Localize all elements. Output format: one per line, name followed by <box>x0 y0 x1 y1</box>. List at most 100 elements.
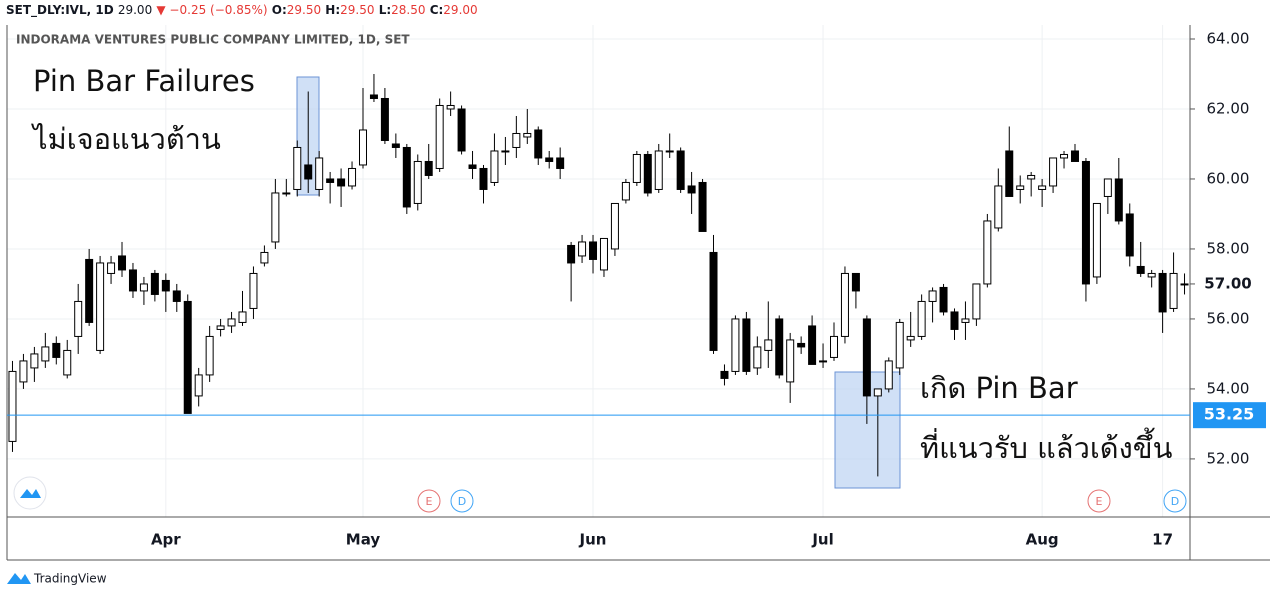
candle-body <box>118 255 127 271</box>
candle-body <box>391 143 400 148</box>
candle-body <box>1114 178 1123 222</box>
candle-body <box>983 220 992 285</box>
candle-body <box>753 346 762 369</box>
candle-body <box>709 251 718 351</box>
candle-body <box>172 290 181 302</box>
candle-body <box>632 153 641 183</box>
candle-body <box>939 286 948 313</box>
y-tick-label: 52.00 <box>1207 449 1250 467</box>
candle-body <box>96 262 105 351</box>
event-label: D <box>1171 495 1179 508</box>
candle-body <box>830 335 839 358</box>
annotation: ที่แนวรับ แล้วเด้งขึ้น <box>920 427 1173 465</box>
chart-title: INDORAMA VENTURES PUBLIC COMPANY LIMITED… <box>16 33 410 47</box>
candle-body <box>369 94 378 99</box>
footer: TradingView <box>33 572 107 586</box>
candle-body <box>358 129 367 166</box>
candle-body <box>610 202 619 250</box>
candle-body <box>194 374 203 397</box>
candle-body <box>150 272 159 295</box>
candle-body <box>107 262 116 274</box>
candle-body <box>479 167 488 190</box>
candle-body <box>928 290 937 302</box>
candle-body <box>238 311 247 323</box>
annotation: ไม่เจอแนวต้าน <box>31 122 221 156</box>
candle-body <box>578 241 587 257</box>
candle-body <box>315 157 324 190</box>
event-label: D <box>458 495 466 508</box>
y-tick-label: 54.00 <box>1207 379 1250 397</box>
candle-body <box>873 388 882 397</box>
high: 29.50 <box>340 3 374 17</box>
candle-body <box>1092 202 1101 278</box>
y-tick-label: 56.00 <box>1207 309 1250 327</box>
candle-body <box>687 185 696 194</box>
candle-body <box>917 300 926 337</box>
candle-body <box>851 272 860 292</box>
candle-body <box>41 346 50 362</box>
price-line-label-bg <box>1193 402 1266 429</box>
candle-body <box>643 153 652 194</box>
candle-body <box>271 192 280 243</box>
candle-body <box>1125 213 1134 257</box>
candle-body <box>1038 185 1047 190</box>
candle-body <box>348 167 357 187</box>
x-tick-label: Aug <box>1026 531 1059 549</box>
candle-body <box>797 342 806 348</box>
y-tick-label: 62.00 <box>1207 99 1250 117</box>
candle-body <box>906 335 915 341</box>
candle-body <box>249 272 258 309</box>
candle-body <box>435 104 444 169</box>
candle-body <box>501 150 510 153</box>
annotation: เกิด Pin Bar <box>920 371 1078 405</box>
candle-body <box>665 150 674 153</box>
candle-body <box>895 321 904 369</box>
event-marker <box>1087 489 1111 513</box>
event-marker <box>450 489 474 513</box>
candle-body <box>589 241 598 260</box>
candle-body <box>446 104 455 110</box>
candle-body <box>1049 157 1058 187</box>
candle-body <box>1180 283 1189 286</box>
candle-body <box>63 349 72 376</box>
candle-body <box>1169 272 1178 309</box>
symbol: SET_DLY:IVL, 1D <box>6 3 114 18</box>
candle-body <box>654 150 663 190</box>
last: 29.00 <box>118 3 152 17</box>
watermark-logo <box>13 476 47 510</box>
x-tick-label: Jul <box>811 531 833 549</box>
candle-body <box>742 318 751 372</box>
y-tick-label: 60.00 <box>1207 169 1250 187</box>
candle-body <box>994 185 1003 229</box>
footer-logo <box>7 573 31 584</box>
candle-body <box>326 178 335 183</box>
candle-body <box>840 272 849 337</box>
candle-body <box>52 342 61 358</box>
candle-body <box>337 178 346 187</box>
x-tick-label: May <box>346 531 381 549</box>
y-tick-label: 58.00 <box>1207 239 1250 257</box>
candle-body <box>402 146 411 208</box>
candle-body <box>556 157 565 169</box>
event-marker <box>1163 489 1187 513</box>
candle-body <box>567 244 576 264</box>
event-label: E <box>426 495 433 508</box>
candle-body <box>293 146 302 190</box>
candle-body <box>1005 150 1014 197</box>
candle-body <box>128 269 137 292</box>
candles <box>8 73 1189 477</box>
open: 29.50 <box>287 3 321 17</box>
open-label: O: <box>272 3 287 17</box>
candle-body <box>720 370 729 379</box>
candle-body <box>512 132 521 148</box>
header: SET_DLY:IVL, 1D 29.00 ▼ −0.25 (−0.85%) O… <box>6 3 478 18</box>
candle-body <box>786 339 795 383</box>
candle-body <box>260 251 269 264</box>
candle-body <box>468 164 477 169</box>
candle-body <box>85 258 94 323</box>
candle-body <box>534 129 543 159</box>
candle-body <box>1103 178 1112 197</box>
candle-body <box>8 370 17 442</box>
candle-body <box>808 325 817 365</box>
